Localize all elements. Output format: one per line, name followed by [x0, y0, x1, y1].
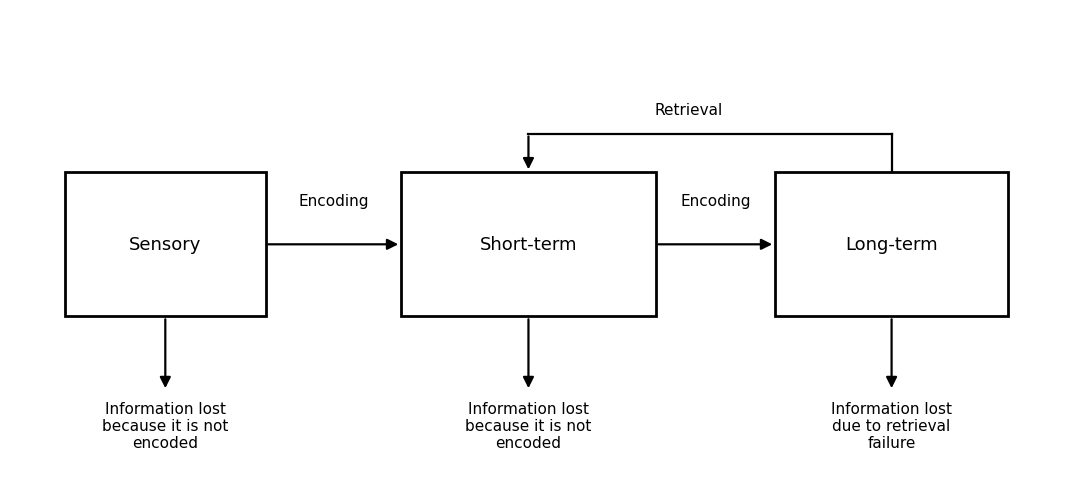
Text: Information lost
due to retrieval
failure: Information lost due to retrieval failur… — [831, 401, 952, 451]
Bar — [775, 173, 1008, 317]
Bar — [65, 173, 266, 317]
Text: Encoding: Encoding — [298, 194, 370, 209]
Text: Long-term: Long-term — [846, 236, 938, 254]
Text: Information lost
because it is not
encoded: Information lost because it is not encod… — [102, 401, 229, 451]
Text: Information lost
because it is not
encoded: Information lost because it is not encod… — [465, 401, 592, 451]
Text: Sensory: Sensory — [129, 236, 202, 254]
Text: Short-term: Short-term — [480, 236, 577, 254]
Bar — [401, 173, 656, 317]
Text: Encoding: Encoding — [680, 194, 751, 209]
Text: Retrieval: Retrieval — [655, 103, 722, 118]
